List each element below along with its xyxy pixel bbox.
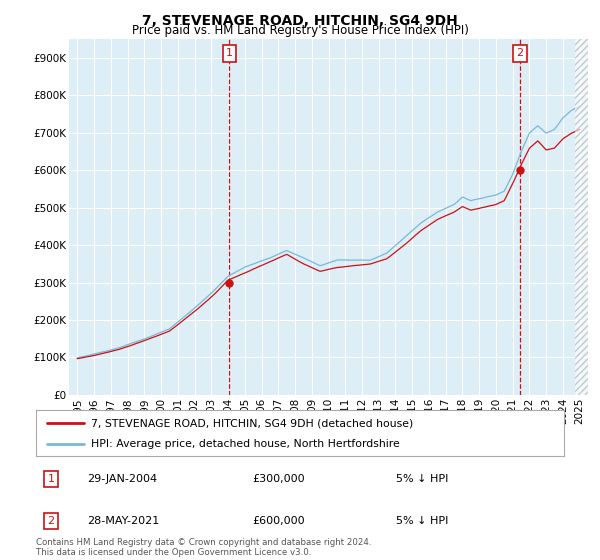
Text: 1: 1 — [226, 48, 233, 58]
Text: 2: 2 — [516, 48, 523, 58]
Text: 28-MAY-2021: 28-MAY-2021 — [87, 516, 159, 526]
Text: 29-JAN-2004: 29-JAN-2004 — [87, 474, 157, 484]
Text: 5% ↓ HPI: 5% ↓ HPI — [396, 474, 448, 484]
Text: £600,000: £600,000 — [252, 516, 305, 526]
Text: 1: 1 — [47, 474, 55, 484]
Text: 7, STEVENAGE ROAD, HITCHIN, SG4 9DH (detached house): 7, STEVENAGE ROAD, HITCHIN, SG4 9DH (det… — [91, 418, 413, 428]
Text: Contains HM Land Registry data © Crown copyright and database right 2024.
This d: Contains HM Land Registry data © Crown c… — [36, 538, 371, 557]
Text: 2: 2 — [47, 516, 55, 526]
Text: 5% ↓ HPI: 5% ↓ HPI — [396, 516, 448, 526]
Text: Price paid vs. HM Land Registry's House Price Index (HPI): Price paid vs. HM Land Registry's House … — [131, 24, 469, 37]
Text: £300,000: £300,000 — [252, 474, 305, 484]
Text: HPI: Average price, detached house, North Hertfordshire: HPI: Average price, detached house, Nort… — [91, 438, 400, 449]
Text: 7, STEVENAGE ROAD, HITCHIN, SG4 9DH: 7, STEVENAGE ROAD, HITCHIN, SG4 9DH — [142, 14, 458, 28]
